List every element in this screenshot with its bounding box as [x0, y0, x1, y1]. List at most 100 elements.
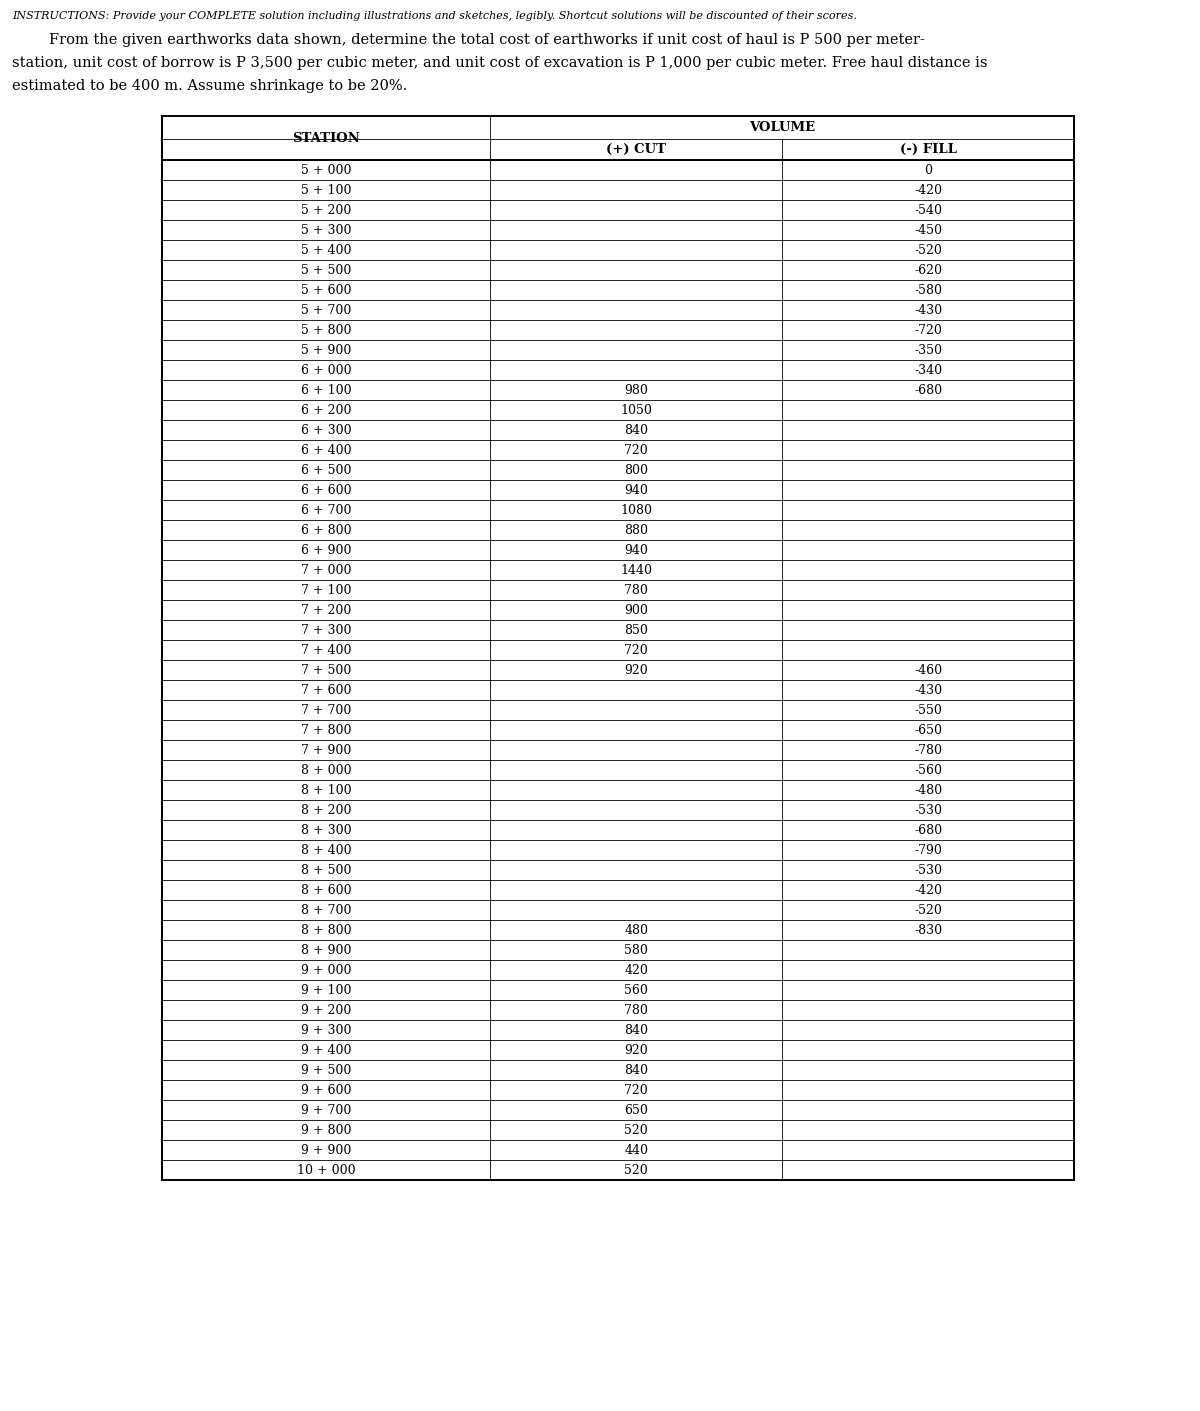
Text: -550: -550	[914, 704, 942, 717]
Text: 6 + 900: 6 + 900	[301, 543, 352, 556]
Text: 560: 560	[624, 983, 648, 996]
Text: 1050: 1050	[620, 404, 652, 416]
Text: 5 + 400: 5 + 400	[301, 244, 352, 257]
Text: 5 + 700: 5 + 700	[301, 303, 352, 316]
Text: 8 + 200: 8 + 200	[301, 803, 352, 817]
Text: 940: 940	[624, 484, 648, 497]
Text: 1080: 1080	[620, 504, 653, 516]
Text: 9 + 500: 9 + 500	[301, 1064, 352, 1077]
Text: 8 + 600: 8 + 600	[301, 883, 352, 896]
Text: -830: -830	[914, 924, 942, 937]
Text: 5 + 100: 5 + 100	[301, 183, 352, 196]
Text: 7 + 000: 7 + 000	[301, 563, 352, 577]
Text: -780: -780	[914, 744, 942, 756]
Text: 8 + 300: 8 + 300	[301, 824, 352, 837]
Text: -460: -460	[914, 663, 942, 676]
Text: -530: -530	[914, 864, 942, 876]
Text: 9 + 600: 9 + 600	[301, 1084, 352, 1096]
Text: -790: -790	[914, 844, 942, 856]
Text: estimated to be 400 m. Assume shrinkage to be 20%.: estimated to be 400 m. Assume shrinkage …	[12, 79, 407, 93]
Text: 8 + 800: 8 + 800	[301, 924, 352, 937]
Text: -680: -680	[914, 384, 942, 396]
Text: -520: -520	[914, 244, 942, 257]
Text: -620: -620	[914, 264, 942, 277]
Bar	[162, 116, 1074, 1180]
Text: 9 + 300: 9 + 300	[301, 1023, 352, 1037]
Text: (+) CUT: (+) CUT	[606, 143, 666, 157]
Text: 9 + 900: 9 + 900	[301, 1143, 352, 1157]
Text: 9 + 000: 9 + 000	[301, 964, 352, 976]
Text: 850: 850	[624, 624, 648, 636]
Text: 6 + 600: 6 + 600	[301, 484, 352, 497]
Text: 840: 840	[624, 1064, 648, 1077]
Text: 5 + 500: 5 + 500	[301, 264, 352, 277]
Text: From the given earthworks data shown, determine the total cost of earthworks if : From the given earthworks data shown, de…	[12, 32, 925, 47]
Text: 9 + 200: 9 + 200	[301, 1003, 352, 1016]
Text: 780: 780	[624, 584, 648, 597]
Text: INSTRUCTIONS: Provide your COMPLETE solution including illustrations and sketche: INSTRUCTIONS: Provide your COMPLETE solu…	[12, 11, 857, 21]
Text: 8 + 400: 8 + 400	[301, 844, 352, 856]
Text: 7 + 300: 7 + 300	[301, 624, 352, 636]
Text: 8 + 500: 8 + 500	[301, 864, 352, 876]
Text: 920: 920	[624, 663, 648, 676]
Text: 7 + 100: 7 + 100	[301, 584, 352, 597]
Text: 8 + 000: 8 + 000	[301, 763, 352, 776]
Text: 720: 720	[624, 1084, 648, 1096]
Text: 9 + 400: 9 + 400	[301, 1044, 352, 1057]
Text: 8 + 700: 8 + 700	[301, 903, 352, 917]
Text: -680: -680	[914, 824, 942, 837]
Text: 720: 720	[624, 443, 648, 457]
Text: 6 + 000: 6 + 000	[301, 364, 352, 377]
Text: -340: -340	[914, 364, 942, 377]
Text: -650: -650	[914, 724, 942, 737]
Text: 900: 900	[624, 604, 648, 617]
Text: VOLUME: VOLUME	[749, 121, 815, 134]
Text: -450: -450	[914, 223, 942, 237]
Text: 7 + 600: 7 + 600	[301, 683, 352, 697]
Text: 7 + 800: 7 + 800	[301, 724, 352, 737]
Text: 9 + 100: 9 + 100	[301, 983, 352, 996]
Text: -350: -350	[914, 343, 942, 357]
Text: 440: 440	[624, 1143, 648, 1157]
Text: -530: -530	[914, 803, 942, 817]
Text: STATION: STATION	[293, 131, 360, 144]
Text: 9 + 800: 9 + 800	[301, 1123, 352, 1136]
Text: 5 + 300: 5 + 300	[301, 223, 352, 237]
Text: 7 + 900: 7 + 900	[301, 744, 352, 756]
Text: -430: -430	[914, 303, 942, 316]
Text: 6 + 100: 6 + 100	[301, 384, 352, 396]
Text: -540: -540	[914, 203, 942, 216]
Text: 7 + 700: 7 + 700	[301, 704, 352, 717]
Text: 650: 650	[624, 1103, 648, 1116]
Text: 6 + 800: 6 + 800	[301, 523, 352, 536]
Text: 800: 800	[624, 463, 648, 477]
Text: 520: 520	[624, 1123, 648, 1136]
Text: 8 + 900: 8 + 900	[301, 944, 352, 957]
Text: (-) FILL: (-) FILL	[900, 143, 956, 157]
Text: -420: -420	[914, 883, 942, 896]
Text: 5 + 600: 5 + 600	[301, 284, 352, 296]
Text: station, unit cost of borrow is P 3,500 per cubic meter, and unit cost of excava: station, unit cost of borrow is P 3,500 …	[12, 56, 988, 71]
Text: 5 + 200: 5 + 200	[301, 203, 352, 216]
Text: 480: 480	[624, 924, 648, 937]
Text: 580: 580	[624, 944, 648, 957]
Text: 840: 840	[624, 423, 648, 436]
Text: 6 + 400: 6 + 400	[301, 443, 352, 457]
Text: 6 + 200: 6 + 200	[301, 404, 352, 416]
Text: 6 + 300: 6 + 300	[301, 423, 352, 436]
Text: -520: -520	[914, 903, 942, 917]
Text: 980: 980	[624, 384, 648, 396]
Text: 420: 420	[624, 964, 648, 976]
Text: -420: -420	[914, 183, 942, 196]
Text: 5 + 900: 5 + 900	[301, 343, 352, 357]
Text: -430: -430	[914, 683, 942, 697]
Text: 0: 0	[924, 164, 932, 176]
Text: 10 + 000: 10 + 000	[296, 1164, 355, 1177]
Text: -480: -480	[914, 783, 942, 796]
Text: 840: 840	[624, 1023, 648, 1037]
Text: 940: 940	[624, 543, 648, 556]
Text: 780: 780	[624, 1003, 648, 1016]
Text: 9 + 700: 9 + 700	[301, 1103, 352, 1116]
Text: 6 + 500: 6 + 500	[301, 463, 352, 477]
Text: 520: 520	[624, 1164, 648, 1177]
